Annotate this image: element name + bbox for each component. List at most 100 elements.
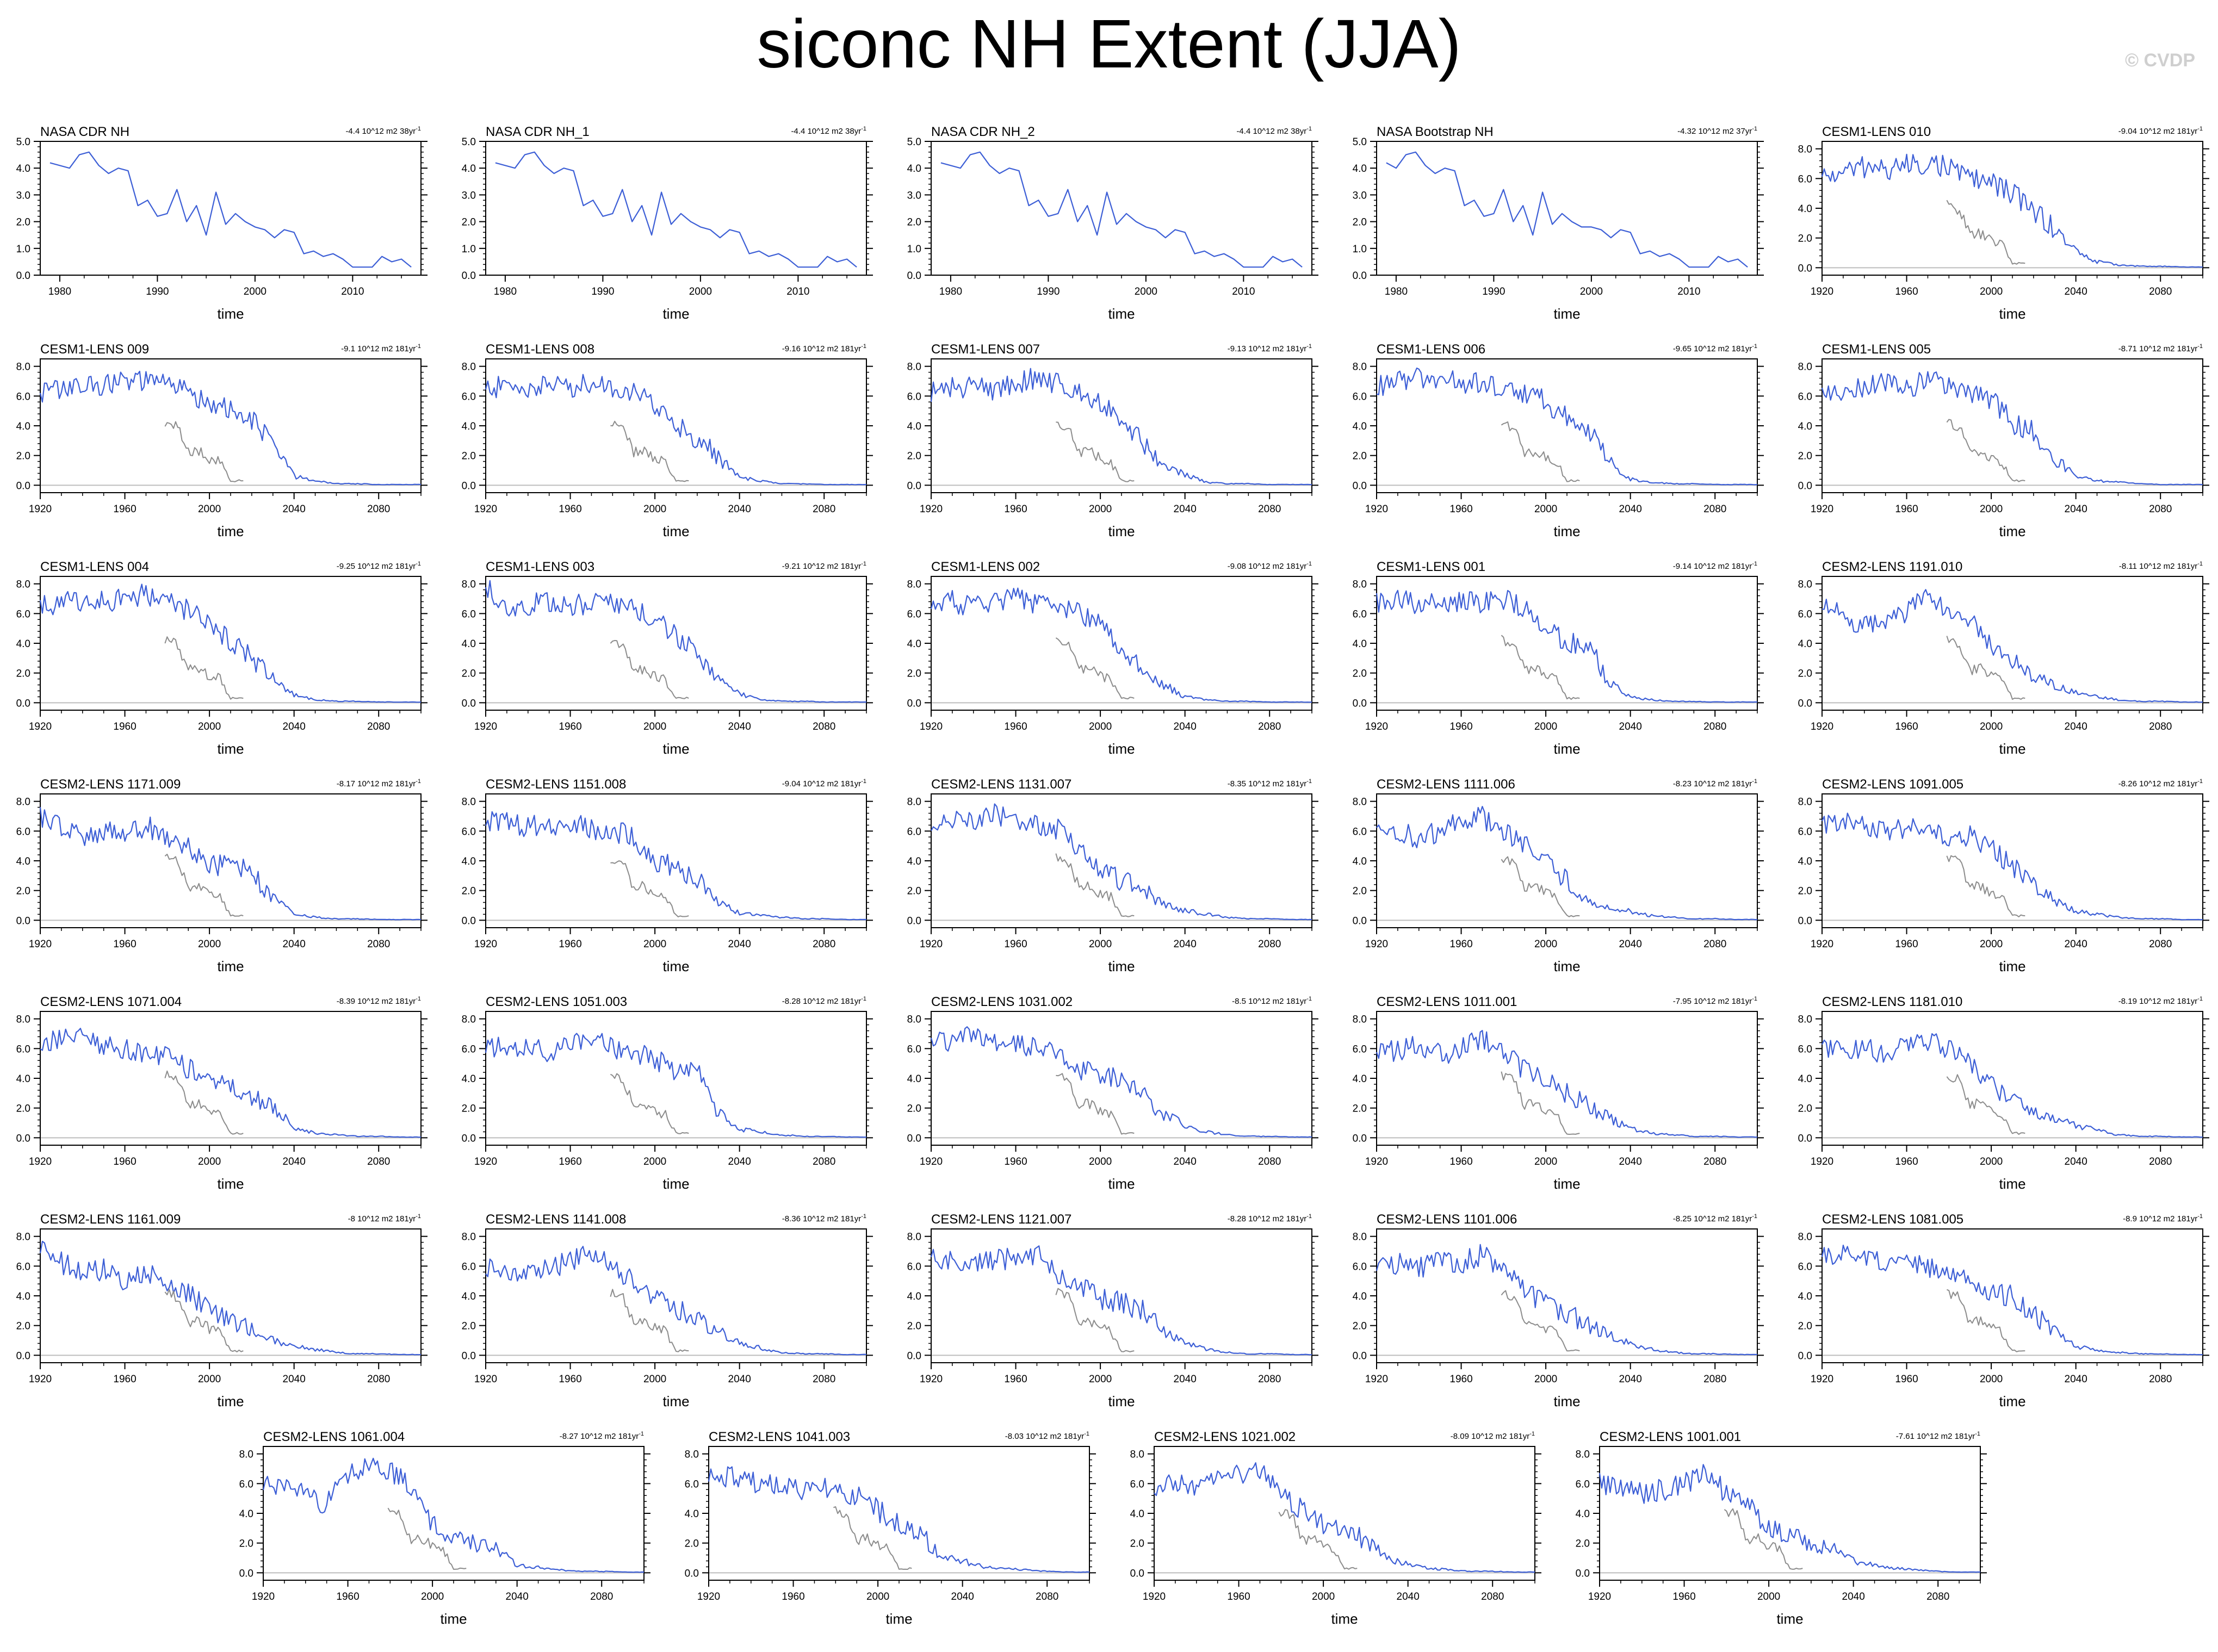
x-tick-label: 1920 — [29, 504, 52, 515]
x-tick-label: 2040 — [1619, 721, 1642, 732]
series-line-model — [931, 803, 1312, 921]
plot-frame — [1376, 1011, 1758, 1146]
y-tick-label: 2.0 — [462, 1103, 476, 1115]
y-tick-label: 2.0 — [1576, 1538, 1590, 1550]
y-tick-label: 5.0 — [1353, 136, 1367, 148]
trend-label: -4.4 10^12 m2 38yr-1 — [791, 126, 866, 136]
y-tick-label: 0.0 — [239, 1568, 253, 1579]
y-tick-label: 4.0 — [1798, 856, 1812, 867]
panel-svg: CESM2-LENS 1121.007 -8.28 10^12 m2 181yr-… — [907, 1212, 1318, 1409]
chart-panel: NASA CDR NH_2 -4.4 10^12 m2 38yr-1 0.0 1.0 2… — [891, 112, 1326, 330]
y-tick-label: 0.0 — [907, 1350, 921, 1362]
trend-label: -8.25 10^12 m2 181yr-1 — [1673, 1213, 1757, 1224]
plot-frame — [931, 141, 1312, 276]
x-tick-label: 2000 — [1312, 1591, 1335, 1603]
y-tick-label: 8.0 — [462, 797, 476, 808]
y-tick-label: 0.0 — [1576, 1568, 1590, 1579]
panel-svg: CESM2-LENS 1081.005 -8.9 10^12 m2 181yr-1… — [1798, 1212, 2209, 1409]
y-tick-label: 4.0 — [1798, 1073, 1812, 1085]
panel-svg: CESM1-LENS 008 -9.16 10^12 m2 181yr-1 0.0 2… — [462, 342, 873, 539]
series-line-model — [1821, 371, 2203, 486]
x-axis-title: time — [217, 1176, 244, 1192]
series-line-observed — [164, 1289, 244, 1352]
y-tick-label: 8.0 — [16, 579, 30, 591]
plot-frame — [931, 358, 1312, 493]
x-axis-title: time — [1999, 306, 2025, 322]
y-tick-label: 2.0 — [1353, 1103, 1367, 1115]
plot-frame — [485, 141, 867, 276]
x-axis-title: time — [217, 306, 244, 322]
trend-label: -7.95 10^12 m2 181yr-1 — [1673, 996, 1757, 1006]
panel-title: CESM1-LENS 004 — [40, 560, 149, 574]
y-tick-label: 4.0 — [685, 1508, 699, 1520]
plot-frame — [40, 576, 422, 711]
y-tick-label: 8.0 — [1353, 1014, 1367, 1026]
y-tick-label: 0.0 — [1130, 1568, 1144, 1579]
y-tick-label: 2.0 — [16, 1103, 30, 1115]
x-tick-label: 1960 — [1004, 939, 1027, 950]
y-tick-label: 4.0 — [907, 1291, 921, 1302]
x-tick-label: 2040 — [283, 939, 306, 950]
trend-label: -8.17 10^12 m2 181yr-1 — [337, 778, 421, 788]
x-tick-label: 2000 — [866, 1591, 889, 1603]
panel-svg: CESM2-LENS 1161.009 -8 10^12 m2 181yr-1 0.… — [16, 1212, 428, 1409]
x-tick-label: 2080 — [1258, 1374, 1281, 1385]
x-tick-label: 2040 — [1174, 504, 1197, 515]
y-tick-label: 8.0 — [16, 362, 30, 373]
series-line-observed — [1501, 635, 1580, 700]
series-line-model — [1376, 589, 1758, 703]
panel-svg: NASA CDR NH_2 -4.4 10^12 m2 38yr-1 0.0 1.0 2… — [907, 125, 1318, 322]
x-tick-label: 2000 — [198, 939, 221, 950]
x-tick-label: 2000 — [1089, 504, 1112, 515]
x-axis-title: time — [1553, 1393, 1580, 1409]
y-tick-label: 4.0 — [462, 163, 476, 175]
x-tick-label: 2040 — [728, 504, 751, 515]
panel-title: NASA CDR NH — [40, 125, 129, 139]
y-tick-label: 8.0 — [1798, 1014, 1812, 1026]
x-tick-label: 1960 — [1449, 721, 1472, 732]
trend-label: -8.28 10^12 m2 181yr-1 — [782, 996, 866, 1006]
x-tick-label: 2080 — [1258, 721, 1281, 732]
y-tick-label: 6.0 — [16, 1261, 30, 1272]
series-line-model — [708, 1466, 1090, 1573]
x-tick-label: 1920 — [1811, 721, 1833, 732]
y-tick-label: 8.0 — [1353, 579, 1367, 591]
panel-title: NASA Bootstrap NH — [1377, 125, 1494, 139]
series-line-model — [1821, 153, 2203, 268]
y-tick-label: 0.0 — [1353, 270, 1367, 282]
chart-panel: CESM2-LENS 1031.002 -8.5 10^12 m2 181yr-1… — [891, 982, 1326, 1200]
plot-frame — [40, 1228, 422, 1363]
x-tick-label: 2040 — [283, 1374, 306, 1385]
y-tick-label: 2.0 — [907, 886, 921, 897]
trend-label: -8.23 10^12 m2 181yr-1 — [1673, 778, 1757, 788]
y-tick-label: 0.0 — [1798, 915, 1812, 927]
y-tick-label: 2.0 — [1798, 233, 1812, 245]
panel-svg: CESM1-LENS 001 -9.14 10^12 m2 181yr-1 0.0 2… — [1353, 560, 1764, 757]
x-tick-label: 2080 — [367, 1156, 390, 1167]
y-tick-label: 8.0 — [16, 1014, 30, 1026]
panel-svg: CESM2-LENS 1171.009 -8.17 10^12 m2 181yr-… — [16, 777, 428, 974]
x-tick-label: 1960 — [1004, 1374, 1027, 1385]
x-tick-label: 1960 — [1449, 1374, 1472, 1385]
panel-svg: CESM2-LENS 1061.004 -8.27 10^12 m2 181yr-… — [239, 1430, 650, 1627]
x-axis-title: time — [1999, 523, 2025, 539]
x-tick-label: 2000 — [643, 721, 666, 732]
x-tick-label: 2000 — [643, 504, 666, 515]
y-tick-label: 8.0 — [239, 1449, 253, 1461]
y-tick-label: 4.0 — [1353, 1291, 1367, 1302]
chart-panel: CESM1-LENS 003 -9.21 10^12 m2 181yr-1 0.0 2… — [445, 547, 881, 765]
series-line-model — [930, 587, 1312, 703]
x-tick-label: 2080 — [2149, 1374, 2172, 1385]
trend-label: -8.36 10^12 m2 181yr-1 — [782, 1213, 866, 1224]
y-tick-label: 6.0 — [1798, 826, 1812, 837]
panel-svg: CESM2-LENS 1041.003 -8.03 10^12 m2 181yr-… — [685, 1430, 1096, 1627]
series-line-model — [39, 583, 422, 703]
panel-title: CESM2-LENS 1181.010 — [1822, 995, 1962, 1009]
x-tick-label: 2080 — [1926, 1591, 1949, 1603]
y-tick-label: 4.0 — [1353, 856, 1367, 867]
x-tick-label: 1960 — [1895, 504, 1918, 515]
y-tick-label: 4.0 — [907, 638, 921, 650]
trend-label: -8.39 10^12 m2 181yr-1 — [337, 996, 421, 1006]
series-line-observed — [164, 421, 244, 482]
chart-panel: CESM1-LENS 008 -9.16 10^12 m2 181yr-1 0.0 2… — [445, 330, 881, 547]
